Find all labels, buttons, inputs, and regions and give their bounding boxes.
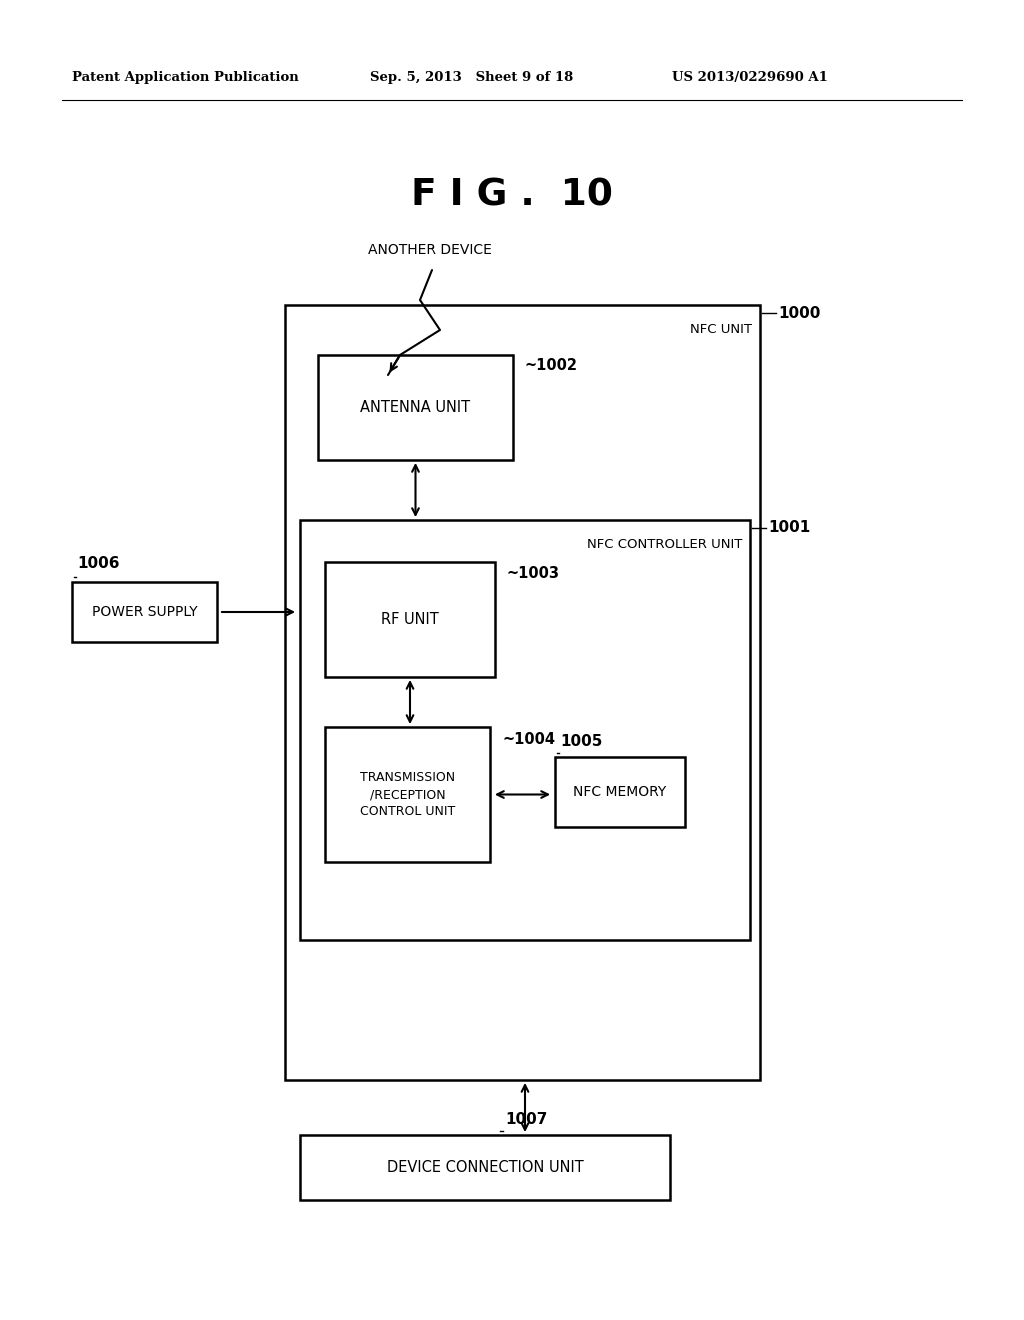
Text: POWER SUPPLY: POWER SUPPLY	[92, 605, 198, 619]
Text: NFC UNIT: NFC UNIT	[690, 323, 752, 337]
Text: 1007: 1007	[505, 1111, 548, 1126]
Bar	[285, 305, 760, 1080]
Bar	[318, 355, 513, 459]
Text: ~1004: ~1004	[502, 731, 555, 747]
Text: DEVICE CONNECTION UNIT: DEVICE CONNECTION UNIT	[387, 1160, 584, 1175]
Text: ~1002: ~1002	[525, 358, 578, 372]
Bar	[300, 520, 750, 940]
Bar	[325, 727, 490, 862]
Text: 1006: 1006	[77, 557, 120, 572]
Text: 1001: 1001	[768, 520, 810, 536]
Text: Sep. 5, 2013   Sheet 9 of 18: Sep. 5, 2013 Sheet 9 of 18	[370, 71, 573, 84]
Bar	[300, 1135, 670, 1200]
Bar	[555, 756, 685, 828]
Bar	[325, 562, 495, 677]
Text: Patent Application Publication: Patent Application Publication	[72, 71, 299, 84]
Text: F I G .  10: F I G . 10	[411, 177, 613, 213]
Text: NFC MEMORY: NFC MEMORY	[573, 785, 667, 799]
Text: RF UNIT: RF UNIT	[381, 612, 439, 627]
Text: ANOTHER DEVICE: ANOTHER DEVICE	[368, 243, 492, 257]
Text: 1005: 1005	[560, 734, 602, 748]
Text: NFC CONTROLLER UNIT: NFC CONTROLLER UNIT	[587, 539, 742, 550]
Text: 1000: 1000	[778, 305, 820, 321]
Text: ANTENNA UNIT: ANTENNA UNIT	[360, 400, 471, 414]
Text: US 2013/0229690 A1: US 2013/0229690 A1	[672, 71, 827, 84]
Bar	[72, 582, 217, 642]
Text: TRANSMISSION
/RECEPTION
CONTROL UNIT: TRANSMISSION /RECEPTION CONTROL UNIT	[359, 771, 455, 818]
Text: ~1003: ~1003	[507, 566, 560, 582]
